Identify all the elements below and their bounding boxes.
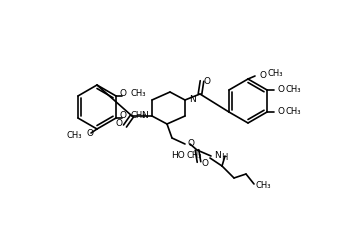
Text: O: O (120, 89, 127, 99)
Text: CH₃: CH₃ (285, 85, 300, 95)
Text: O: O (277, 85, 284, 95)
Text: O: O (187, 139, 194, 147)
Text: CH₃: CH₃ (67, 132, 82, 140)
Text: CH₃: CH₃ (267, 69, 283, 78)
Text: CH₃: CH₃ (256, 182, 272, 190)
Text: CH₃: CH₃ (285, 107, 300, 117)
Text: O: O (116, 120, 123, 128)
Text: O: O (204, 77, 211, 87)
Text: O: O (202, 160, 209, 168)
Text: CH₃: CH₃ (187, 151, 202, 161)
Text: CH₃: CH₃ (130, 89, 145, 99)
Text: HO: HO (171, 150, 185, 160)
Text: O: O (86, 128, 94, 138)
Text: O: O (120, 111, 127, 121)
Text: N: N (189, 95, 196, 105)
Text: N: N (214, 150, 221, 160)
Text: H: H (221, 153, 227, 161)
Text: CH₃: CH₃ (130, 111, 145, 121)
Text: O: O (259, 70, 266, 80)
Text: O: O (277, 107, 284, 117)
Text: N: N (141, 111, 148, 121)
